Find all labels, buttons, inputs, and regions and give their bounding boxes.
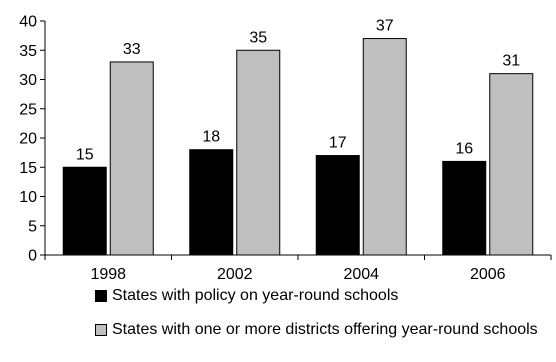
legend-label-districts: States with one or more districts offeri… [112, 321, 538, 338]
x-tick-label: 1998 [90, 266, 126, 283]
data-label-policy: 15 [76, 146, 94, 163]
legend: States with policy on year-round schools… [95, 287, 550, 339]
x-tick-label: 2004 [343, 266, 379, 283]
y-tick-label: 15 [19, 160, 37, 177]
x-tick-label: 2006 [470, 266, 506, 283]
y-tick-label: 30 [19, 72, 37, 89]
y-tick-label: 20 [19, 131, 37, 148]
legend-swatch-policy [95, 290, 107, 302]
bar-chart: 0 5 10 15 20 25 30 35 40 1998 15 33 2002 18 35 2004 17 37… [19, 14, 552, 283]
legend-item-districts: States with one or more districts offeri… [95, 321, 550, 339]
legend-swatch-districts [95, 324, 107, 336]
x-tick-label: 2002 [217, 266, 253, 283]
y-tick-label: 5 [28, 218, 37, 235]
legend-label-policy: States with policy on year-round schools [112, 287, 399, 304]
bar-districts [236, 49, 281, 256]
bar-districts [489, 73, 534, 256]
bar-policy [189, 149, 234, 256]
data-label-districts: 35 [249, 29, 267, 46]
data-label-policy: 17 [329, 135, 347, 152]
data-label-policy: 16 [455, 140, 473, 157]
bar-policy [62, 166, 107, 256]
data-label-policy: 18 [202, 129, 220, 146]
data-label-districts: 37 [376, 18, 394, 35]
bar-policy [315, 155, 360, 256]
y-tick-label: 35 [19, 43, 37, 60]
bar-policy [442, 160, 487, 256]
bar-districts [109, 61, 154, 256]
y-tick-label: 0 [28, 248, 37, 265]
y-tick-label: 10 [19, 189, 37, 206]
data-label-districts: 33 [123, 41, 141, 58]
bar-districts [362, 38, 407, 256]
y-tick-label: 40 [19, 14, 37, 31]
y-tick-label: 25 [19, 101, 37, 118]
legend-item-policy: States with policy on year-round schools [95, 287, 550, 305]
data-label-districts: 31 [502, 53, 520, 70]
